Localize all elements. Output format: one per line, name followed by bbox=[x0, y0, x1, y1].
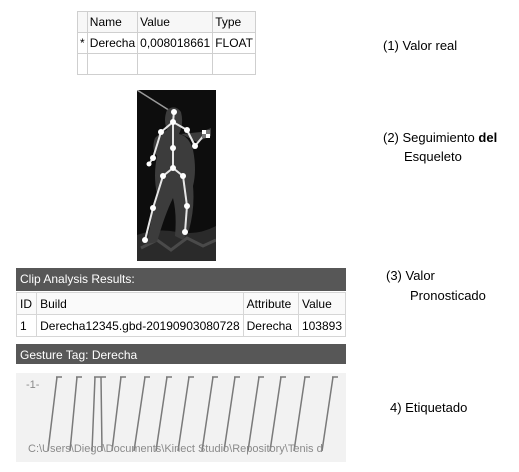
row-marker: * bbox=[77, 32, 88, 54]
cell-build[interactable]: Derecha12345.gbd-20190903080728 bbox=[36, 314, 244, 337]
clip-analysis-header: Clip Analysis Results: bbox=[16, 268, 346, 291]
caption-valor: (3) Valor bbox=[386, 268, 435, 283]
skeleton-figure bbox=[137, 90, 216, 261]
table-row[interactable]: * Derecha 0,008018661 FLOAT bbox=[77, 32, 256, 54]
value-table-header: Name Value Type bbox=[77, 11, 256, 33]
column-header-attribute[interactable]: Attribute bbox=[242, 292, 299, 315]
gesture-tag-header: Gesture Tag: Derecha bbox=[16, 344, 346, 364]
cell-value[interactable]: 103893 bbox=[297, 314, 347, 337]
tag-marker-label: -1- bbox=[26, 379, 40, 391]
clip-results-table: ID Build Attribute Value 1 Derecha12345.… bbox=[15, 292, 347, 337]
value-table: Name Value Type * Derecha 0,008018661 FL… bbox=[77, 11, 256, 75]
cell-value[interactable]: 0,008018661 bbox=[137, 32, 214, 54]
column-header-build[interactable]: Build bbox=[36, 292, 244, 315]
column-header-id[interactable]: ID bbox=[15, 292, 38, 315]
row-marker-header bbox=[77, 11, 88, 33]
tag-markers bbox=[47, 376, 338, 452]
caption-etiquetado: 4) Etiquetado bbox=[390, 400, 468, 415]
column-header-name[interactable]: Name bbox=[86, 11, 139, 33]
skeleton-view bbox=[137, 90, 216, 261]
empty-cell[interactable] bbox=[212, 53, 256, 75]
caption-pronosticado: Pronosticado bbox=[410, 288, 486, 303]
cell-attribute[interactable]: Derecha bbox=[242, 314, 299, 337]
empty-cell bbox=[77, 53, 88, 75]
caption-seguimiento-text: (2) Seguimiento bbox=[383, 130, 475, 145]
file-path-label: C:\Users\Diego\Documents\Kinect Studio\R… bbox=[28, 443, 323, 455]
empty-cell[interactable] bbox=[137, 53, 214, 75]
empty-cell[interactable] bbox=[86, 53, 139, 75]
cell-name[interactable]: Derecha bbox=[86, 32, 139, 54]
caption-esqueleto: Esqueleto bbox=[404, 149, 462, 164]
column-header-value[interactable]: Value bbox=[297, 292, 347, 315]
caption-seguimiento-bold: del bbox=[478, 130, 498, 145]
caption-valor-real: (1) Valor real bbox=[383, 38, 458, 53]
table-row[interactable]: 1 Derecha12345.gbd-20190903080728 Derech… bbox=[15, 314, 347, 337]
column-header-type[interactable]: Type bbox=[212, 11, 256, 33]
gesture-timeline[interactable]: -1- bbox=[16, 373, 346, 462]
cell-type[interactable]: FLOAT bbox=[212, 32, 256, 54]
column-header-value[interactable]: Value bbox=[137, 11, 214, 33]
cell-id[interactable]: 1 bbox=[15, 314, 38, 337]
table-row-empty[interactable] bbox=[77, 53, 256, 75]
clip-results-header: ID Build Attribute Value bbox=[15, 292, 347, 315]
caption-seguimiento: (2) Seguimiento del bbox=[383, 129, 497, 147]
